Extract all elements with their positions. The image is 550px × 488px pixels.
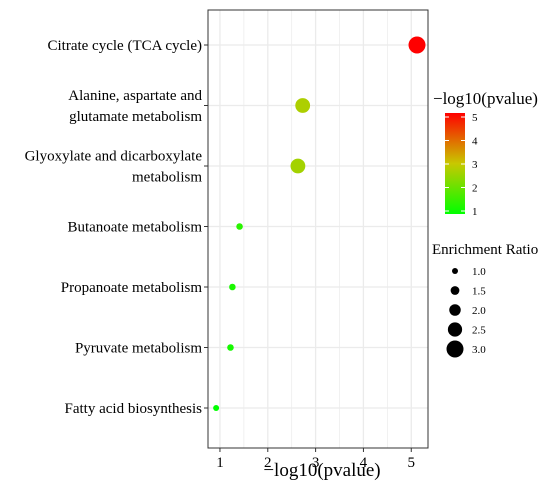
color-legend-tick-label: 2 bbox=[472, 183, 478, 195]
x-axis-title: −log10(pvalue) bbox=[263, 460, 380, 481]
color-legend-title: −log10(pvalue) bbox=[433, 89, 538, 108]
x-tick-label: 5 bbox=[408, 455, 416, 471]
data-point bbox=[213, 405, 220, 411]
data-points bbox=[213, 36, 426, 411]
size-legend-circle bbox=[452, 268, 458, 274]
size-legend-label: 2.5 bbox=[472, 325, 486, 337]
data-point bbox=[295, 98, 311, 113]
color-legend-tick-label: 1 bbox=[472, 206, 478, 218]
y-tick-label-line: Fatty acid biosynthesis bbox=[65, 401, 203, 417]
color-legend-tick-label: 3 bbox=[472, 159, 478, 171]
y-tick-label: Pyruvate metabolism bbox=[75, 341, 202, 357]
size-legend-label: 1.5 bbox=[472, 286, 486, 298]
y-tick-label-line: metabolism bbox=[132, 170, 202, 186]
color-legend: −log10(pvalue) 5 4 3 2 1 bbox=[433, 89, 538, 218]
color-legend-tick-label: 4 bbox=[472, 136, 478, 148]
data-point bbox=[229, 283, 236, 291]
y-tick-label-line: Citrate cycle (TCA cycle) bbox=[47, 38, 202, 54]
y-tick-label-line: Butanoate metabolism bbox=[67, 220, 202, 236]
y-tick-label-line: Glyoxylate and dicarboxylate bbox=[25, 149, 203, 165]
color-legend-gradient-bar bbox=[445, 113, 465, 214]
y-tick-label: Citrate cycle (TCA cycle) bbox=[47, 38, 202, 54]
size-legend-circle bbox=[446, 340, 464, 358]
grid-lines bbox=[208, 10, 428, 448]
y-tick-label: Alanine, aspartate and glutamate metaboli… bbox=[68, 88, 202, 125]
y-tick-label-line: glutamate metabolism bbox=[69, 109, 202, 125]
x-tick-label: 3 bbox=[312, 455, 320, 471]
data-point bbox=[236, 223, 243, 230]
x-axis-tick-labels: 1 2 3 4 5 bbox=[216, 455, 415, 471]
y-tick-label: Glyoxylate and dicarboxylate metabolism bbox=[25, 149, 203, 186]
y-tick-label: Butanoate metabolism bbox=[67, 220, 202, 236]
size-legend-circle bbox=[447, 322, 463, 337]
size-legend-circle bbox=[450, 286, 460, 295]
y-tick-label-line: Pyruvate metabolism bbox=[75, 341, 202, 357]
size-legend-label: 1.0 bbox=[472, 266, 486, 278]
y-tick-label-line: Propanoate metabolism bbox=[61, 280, 203, 296]
size-legend-title: Enrichment Ratio bbox=[432, 242, 538, 258]
data-point bbox=[290, 158, 306, 174]
y-axis-category-labels: Citrate cycle (TCA cycle) Alanine, aspart… bbox=[25, 38, 203, 417]
x-tick-label: 2 bbox=[264, 455, 272, 471]
size-legend-label: 2.0 bbox=[472, 305, 486, 317]
y-tick-label: Propanoate metabolism bbox=[61, 280, 203, 296]
size-legend-entries: 1.0 1.5 2.0 2.5 3.0 bbox=[446, 266, 486, 358]
color-legend-ticks: 5 4 3 2 1 bbox=[445, 112, 478, 218]
size-legend-label: 3.0 bbox=[472, 344, 486, 356]
x-tick-label: 4 bbox=[360, 455, 368, 471]
y-tick-label: Fatty acid biosynthesis bbox=[65, 401, 203, 417]
size-legend: Enrichment Ratio 1.0 1.5 2.0 2.5 3.0 bbox=[432, 242, 538, 358]
y-axis-ticks bbox=[204, 44, 208, 409]
color-legend-tick-label: 5 bbox=[472, 112, 478, 124]
plot-panel-border bbox=[207, 9, 429, 449]
data-point bbox=[227, 344, 234, 351]
size-legend-circle bbox=[449, 304, 461, 316]
y-tick-label-line: Alanine, aspartate and bbox=[68, 88, 202, 104]
x-tick-label: 1 bbox=[216, 455, 224, 471]
x-axis-ticks bbox=[219, 448, 412, 452]
data-point bbox=[408, 36, 426, 54]
